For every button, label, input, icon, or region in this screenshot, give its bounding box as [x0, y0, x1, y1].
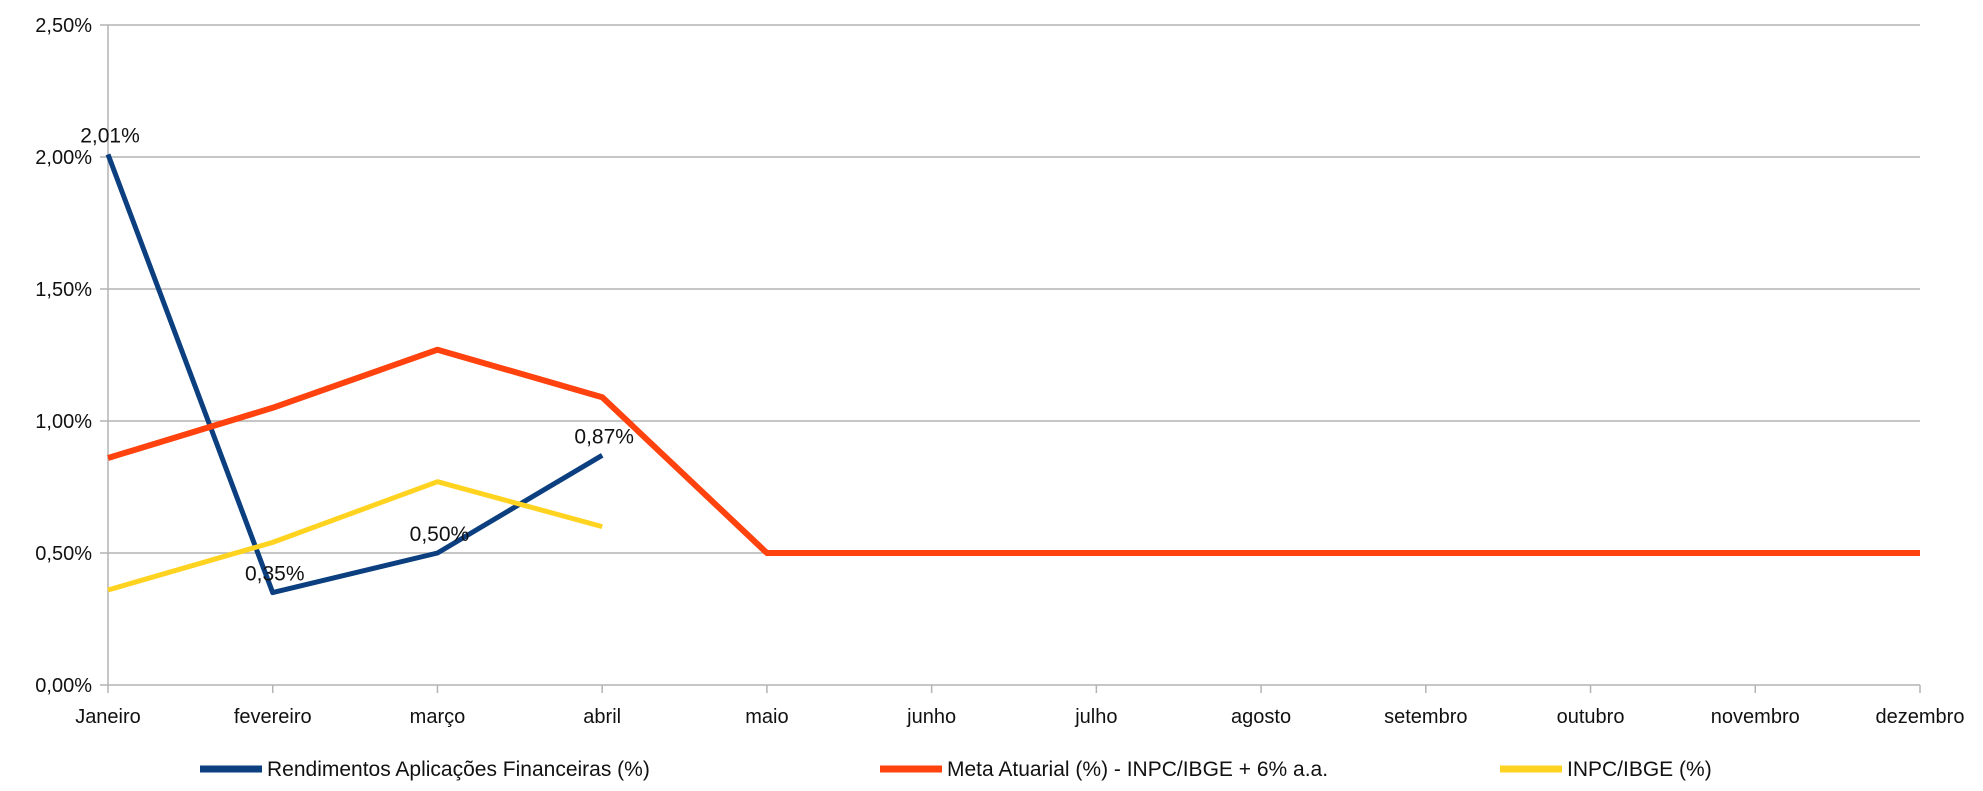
data-label: 0,50% — [410, 523, 470, 546]
series-line-3 — [107, 479, 603, 593]
x-tick-label: novembro — [1711, 706, 1800, 728]
data-label: 2,01% — [80, 124, 140, 147]
y-tick-label: 0,50% — [35, 543, 92, 565]
y-tick-label: 0,00% — [35, 675, 92, 697]
x-tick-label: fevereiro — [234, 706, 312, 728]
data-label: 0,87% — [574, 425, 634, 448]
x-tick-label: maio — [745, 706, 788, 728]
axes — [100, 24, 1921, 693]
data-label: 0,35% — [245, 563, 305, 586]
x-axis-tick-labels: Janeiro fevereiro março abril maio junho julho… — [75, 706, 1964, 728]
x-tick-label: Janeiro — [75, 706, 141, 728]
legend-label: Rendimentos Aplicações Financeiras (%) — [267, 758, 650, 781]
x-tick-label: setembro — [1384, 706, 1467, 728]
x-tick-label: julho — [1074, 706, 1117, 728]
gridlines — [108, 24, 1920, 554]
series-lines — [105, 153, 1920, 596]
y-tick-label: 1,50% — [35, 279, 92, 301]
legend-label: Meta Atuarial (%) - INPC/IBGE + 6% a.a. — [947, 758, 1328, 781]
x-tick-label: março — [410, 706, 466, 728]
x-tick-label: dezembro — [1876, 706, 1965, 728]
data-labels: 2,01% 0,35% 0,50% 0,87% — [80, 124, 634, 585]
legend-label: INPC/IBGE (%) — [1567, 758, 1712, 781]
x-tick-label: agosto — [1231, 706, 1291, 728]
y-tick-label: 1,00% — [35, 411, 92, 433]
series-line-2 — [107, 346, 1920, 556]
y-tick-label: 2,00% — [35, 147, 92, 169]
x-tick-label: junho — [906, 706, 956, 728]
y-axis-tick-labels: 0,00% 0,50% 1,00% 1,50% 2,00% 2,50% — [35, 15, 92, 697]
x-tick-label: outubro — [1557, 706, 1625, 728]
x-tick-label: abril — [583, 706, 621, 728]
legend: Rendimentos Aplicações Financeiras (%) Me… — [200, 758, 1712, 781]
y-tick-label: 2,50% — [35, 15, 92, 37]
